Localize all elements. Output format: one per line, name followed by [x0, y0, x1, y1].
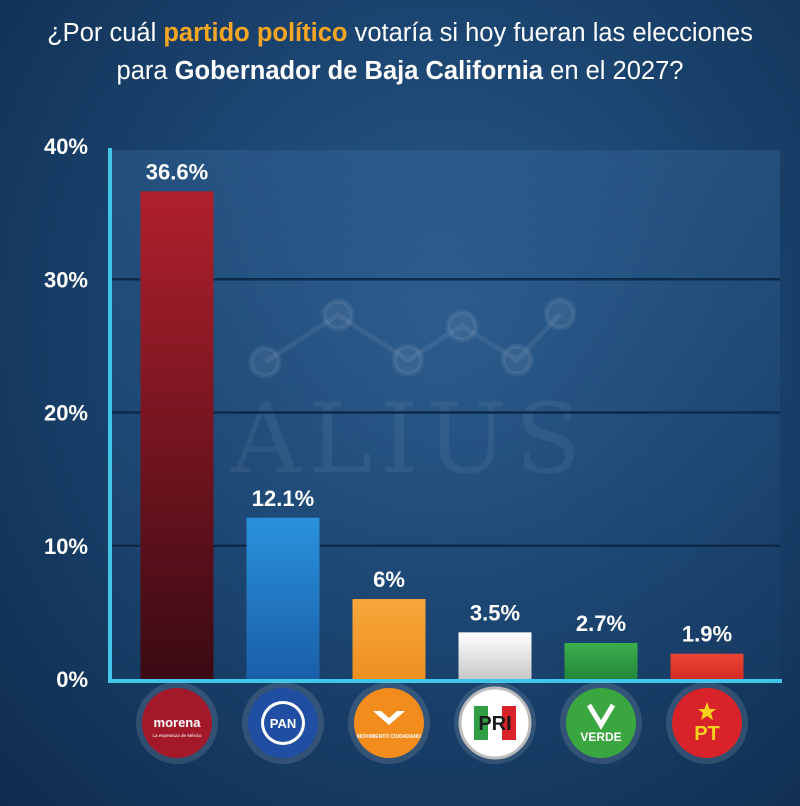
title-text-d: en el 2027?: [543, 57, 684, 85]
title-line-1: ¿Por cuál partido político votaría si ho…: [0, 14, 800, 52]
value-label: 36.6%: [146, 159, 208, 184]
logo-label: PAN: [270, 716, 296, 731]
logo-label: PRI: [478, 713, 511, 735]
logo-circle: [672, 688, 742, 758]
y-tick-label: 20%: [44, 401, 88, 426]
verde-logo: VERDE: [560, 682, 642, 764]
logo-sublabel: La esperanza de México: [152, 733, 202, 738]
grid-lines: [110, 278, 780, 547]
title-line-2: para Gobernador de Baja California en el…: [0, 52, 800, 90]
y-tick-label: 40%: [44, 134, 88, 159]
chart-title: ¿Por cuál partido político votaría si ho…: [0, 14, 800, 90]
value-label: 12.1%: [252, 486, 314, 511]
bar-movimiento-ciudadano: [352, 599, 426, 679]
value-label: 1.9%: [682, 622, 732, 647]
logo-label: VERDE: [580, 730, 621, 744]
logo-label: PT: [694, 723, 720, 745]
bar-pri: [458, 632, 532, 679]
bar-pt: [670, 653, 744, 679]
party-logos: morena La esperanza de México PAN MOVIMIENT…: [136, 682, 748, 764]
title-bold: Gobernador de Baja California: [174, 57, 544, 85]
y-tick-label: 0%: [56, 667, 88, 692]
logo-label: morena: [154, 715, 202, 730]
chart-area: ALIUS 0% 10% 20% 30% 40% 36.6% 12.1% 6% 3.5% 2.7…: [0, 120, 800, 806]
morena-logo: morena La esperanza de México: [136, 682, 218, 764]
value-labels: 36.6% 12.1% 6% 3.5% 2.7% 1.9%: [146, 159, 732, 646]
bars: [140, 191, 744, 679]
mc-logo: MOVIMIENTO CIUDADANO: [348, 682, 430, 764]
title-highlight: partido político: [163, 19, 348, 47]
y-tick-label: 10%: [44, 534, 88, 559]
bar-morena: [140, 191, 214, 679]
value-label: 6%: [373, 567, 405, 592]
title-text-a: ¿Por cuál: [47, 19, 164, 47]
bar-chart: ALIUS 0% 10% 20% 30% 40% 36.6% 12.1% 6% 3.5% 2.7…: [44, 134, 782, 764]
bar-pan: [246, 517, 320, 679]
star-icon: [698, 702, 716, 720]
value-label: 2.7%: [576, 611, 626, 636]
plot-background: [110, 150, 780, 680]
pri-green: [474, 706, 488, 740]
eagle-icon: [373, 711, 405, 725]
title-text-c: para: [116, 57, 175, 85]
title-text-b: votaría si hoy fueran las elecciones: [347, 19, 753, 47]
check-icon: [586, 703, 616, 730]
pt-logo: PT: [666, 682, 748, 764]
pri-logo: PRI: [454, 682, 536, 764]
logo-circle: [142, 688, 212, 758]
watermark-text: ALIUS: [230, 383, 589, 495]
bar-verde: [564, 643, 638, 679]
logo-inner-circle: [264, 704, 302, 742]
pri-red: [502, 706, 516, 740]
pan-logo: PAN: [242, 682, 324, 764]
y-axis-ticks: 0% 10% 20% 30% 40%: [44, 134, 88, 692]
logo-border: [458, 686, 532, 760]
value-label: 3.5%: [470, 600, 520, 625]
pri-white: [488, 706, 502, 740]
watermark: ALIUS: [230, 297, 589, 495]
logo-label: MOVIMIENTO CIUDADANO: [357, 734, 421, 740]
y-tick-label: 30%: [44, 267, 88, 292]
